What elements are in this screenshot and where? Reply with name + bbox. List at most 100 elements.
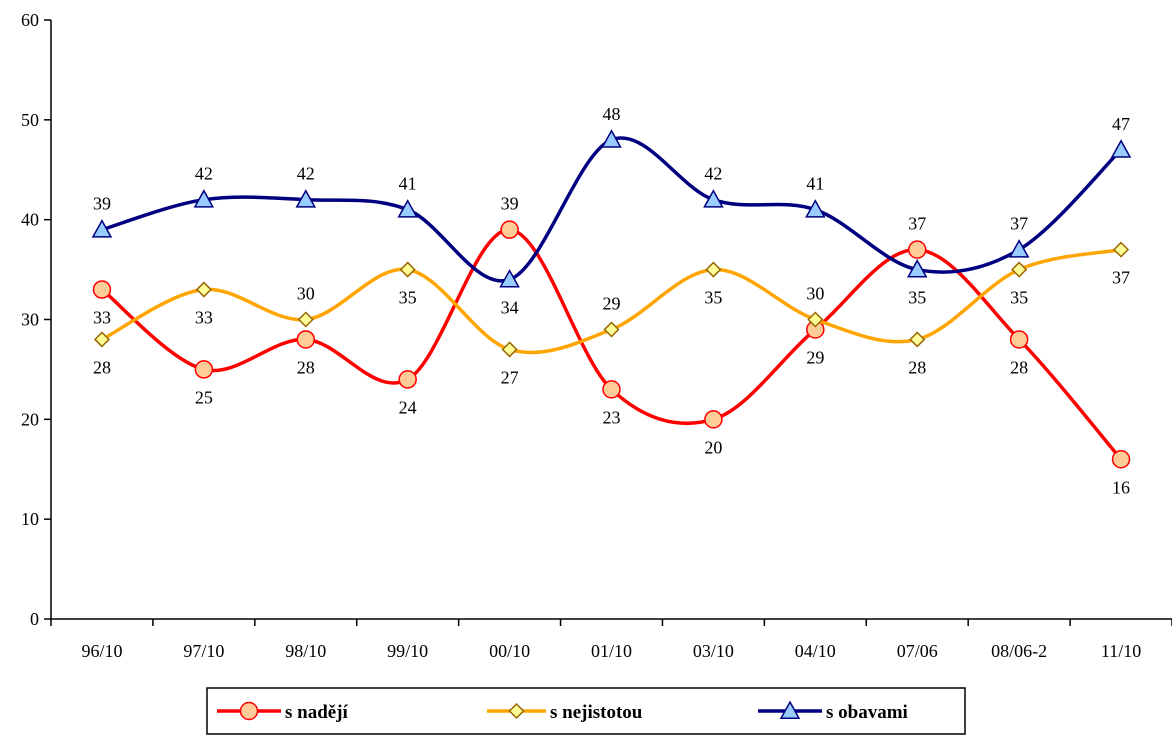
data-label: 27 — [501, 367, 519, 387]
data-label: 42 — [297, 164, 315, 184]
data-point — [91, 219, 113, 238]
series-line — [100, 227, 1123, 461]
x-tick-label: 04/10 — [795, 641, 836, 661]
series-1 — [92, 220, 1131, 469]
data-point — [703, 189, 724, 208]
y-tick-label: 60 — [21, 10, 39, 30]
data-point — [602, 380, 621, 399]
data-point — [1110, 139, 1132, 158]
data-label: 28 — [93, 357, 111, 377]
data-label: 37 — [1010, 214, 1028, 234]
data-point — [1112, 241, 1130, 258]
series-line — [101, 136, 1123, 283]
data-label: 23 — [603, 407, 621, 427]
x-tick-label: 96/10 — [81, 641, 122, 661]
data-point — [601, 129, 622, 148]
data-point — [296, 330, 316, 349]
series-3 — [91, 129, 1132, 288]
data-label: 33 — [195, 308, 213, 328]
data-label: 25 — [195, 387, 213, 407]
data-point — [603, 321, 620, 338]
data-label: 29 — [603, 293, 621, 313]
y-tick-label: 30 — [21, 310, 39, 330]
data-label: 35 — [1010, 288, 1028, 308]
data-point — [195, 281, 212, 298]
data-label: 16 — [1112, 477, 1130, 497]
y-tick-label: 20 — [21, 409, 39, 429]
y-tick-label: 50 — [21, 110, 39, 130]
data-point — [907, 240, 927, 259]
data-point — [194, 360, 214, 379]
data-point — [92, 280, 112, 299]
legend-entry: s nadějí — [217, 701, 349, 723]
axes: 0 10 20 30 40 50 60 96/10 97/10 98/10 99/10 00/10 01… — [21, 10, 1172, 661]
data-point — [1011, 261, 1028, 278]
data-label: 34 — [501, 298, 519, 318]
data-label: 39 — [93, 194, 111, 214]
series-layer — [91, 129, 1132, 469]
data-point — [295, 189, 317, 208]
data-label: 35 — [704, 288, 722, 308]
data-label: 47 — [1112, 114, 1130, 134]
legend-label: s nadějí — [285, 702, 349, 723]
x-tick-label: 01/10 — [591, 641, 632, 661]
data-point — [193, 189, 215, 208]
data-label: 28 — [908, 357, 926, 377]
data-label: 20 — [704, 437, 722, 457]
data-point — [499, 269, 520, 288]
data-point — [501, 341, 518, 358]
data-label: 42 — [704, 164, 722, 184]
data-point — [909, 331, 926, 348]
data-labels: 33 25 28 24 39 23 20 29 37 28 16 28 33 30 35 27 29 35 30 28… — [93, 104, 1130, 497]
x-tick-label: 97/10 — [183, 641, 224, 661]
legend-label: s nejistotou — [550, 702, 643, 723]
data-point — [500, 220, 519, 239]
x-tick-label: 08/06-2 — [991, 641, 1047, 661]
legend-marker — [779, 700, 801, 719]
data-label: 30 — [806, 284, 824, 304]
legend-marker — [508, 702, 525, 720]
data-point — [906, 259, 928, 278]
data-label: 35 — [908, 288, 926, 308]
data-label: 35 — [399, 288, 417, 308]
x-tick-label: 00/10 — [489, 641, 530, 661]
legend: s nadějí s nejistotou s obavami — [206, 687, 966, 735]
legend-marker — [239, 701, 259, 721]
data-label: 42 — [195, 164, 213, 184]
legend-entry: s nejistotou — [487, 702, 643, 723]
data-label: 41 — [399, 174, 417, 194]
data-label: 48 — [603, 104, 621, 124]
y-tick-label: 40 — [21, 210, 39, 230]
data-point — [805, 199, 826, 218]
legend-box — [206, 687, 966, 735]
data-point — [705, 261, 722, 278]
x-tick-label: 11/10 — [1101, 641, 1141, 661]
data-point — [1111, 450, 1131, 469]
data-point — [397, 199, 418, 218]
data-point — [398, 370, 417, 389]
x-tick-label: 07/06 — [897, 641, 938, 661]
data-label: 41 — [806, 174, 824, 194]
data-label: 37 — [908, 214, 926, 234]
data-label: 39 — [501, 194, 519, 214]
data-point — [399, 261, 416, 278]
data-label: 33 — [93, 308, 111, 328]
legend-label: s obavami — [826, 702, 908, 723]
data-point — [1009, 330, 1029, 349]
data-point — [297, 311, 314, 328]
y-tick-label: 0 — [30, 609, 39, 629]
data-point — [1008, 239, 1030, 258]
x-tick-label: 03/10 — [693, 641, 734, 661]
series-2 — [93, 241, 1130, 358]
x-tick-label: 99/10 — [387, 641, 428, 661]
data-label: 24 — [399, 397, 417, 417]
data-label: 37 — [1112, 268, 1130, 288]
data-label: 28 — [297, 357, 315, 377]
data-label: 28 — [1010, 357, 1028, 377]
data-label: 29 — [806, 347, 824, 367]
data-label: 30 — [297, 284, 315, 304]
legend-entry: s obavami — [758, 700, 908, 723]
data-point — [93, 331, 111, 348]
y-tick-label: 10 — [21, 509, 39, 529]
